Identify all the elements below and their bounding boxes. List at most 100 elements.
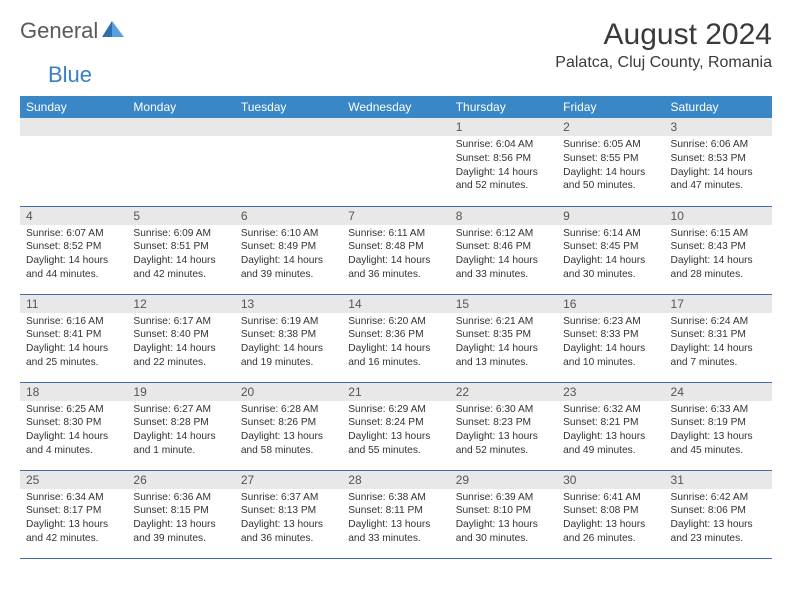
calendar-week-row: 1Sunrise: 6:04 AMSunset: 8:56 PMDaylight… [20,118,772,206]
day-number: 30 [557,471,664,489]
day-details: Sunrise: 6:29 AMSunset: 8:24 PMDaylight:… [342,401,449,462]
calendar-day-cell: 13Sunrise: 6:19 AMSunset: 8:38 PMDayligh… [235,294,342,382]
day-details: Sunrise: 6:09 AMSunset: 8:51 PMDaylight:… [127,225,234,286]
day-details: Sunrise: 6:12 AMSunset: 8:46 PMDaylight:… [450,225,557,286]
day-detail-line: Sunrise: 6:34 AM [26,491,121,505]
calendar-day-cell [127,118,234,206]
day-detail-line: Sunset: 8:46 PM [456,240,551,254]
calendar-day-cell [20,118,127,206]
day-details: Sunrise: 6:16 AMSunset: 8:41 PMDaylight:… [20,313,127,374]
calendar-day-cell: 16Sunrise: 6:23 AMSunset: 8:33 PMDayligh… [557,294,664,382]
calendar-day-cell: 7Sunrise: 6:11 AMSunset: 8:48 PMDaylight… [342,206,449,294]
day-detail-line: Sunset: 8:26 PM [241,416,336,430]
day-detail-line: Sunrise: 6:25 AM [26,403,121,417]
day-details: Sunrise: 6:42 AMSunset: 8:06 PMDaylight:… [665,489,772,550]
day-detail-line: Sunrise: 6:39 AM [456,491,551,505]
day-details: Sunrise: 6:23 AMSunset: 8:33 PMDaylight:… [557,313,664,374]
day-detail-line: Sunrise: 6:09 AM [133,227,228,241]
day-detail-line: Sunset: 8:15 PM [133,504,228,518]
day-detail-line: Sunset: 8:21 PM [563,416,658,430]
day-detail-line: Daylight: 14 hours and 44 minutes. [26,254,121,282]
day-detail-line: Sunset: 8:10 PM [456,504,551,518]
day-detail-line: Sunset: 8:28 PM [133,416,228,430]
calendar-day-cell: 31Sunrise: 6:42 AMSunset: 8:06 PMDayligh… [665,470,772,558]
calendar-week-row: 18Sunrise: 6:25 AMSunset: 8:30 PMDayligh… [20,382,772,470]
calendar-day-cell: 23Sunrise: 6:32 AMSunset: 8:21 PMDayligh… [557,382,664,470]
weekday-header: Saturday [665,96,772,118]
day-number: 11 [20,295,127,313]
day-number: 15 [450,295,557,313]
calendar-page: General August 2024 Palatca, Cluj County… [0,0,792,577]
calendar-table: SundayMondayTuesdayWednesdayThursdayFrid… [20,96,772,559]
day-number: 1 [450,118,557,136]
calendar-day-cell: 5Sunrise: 6:09 AMSunset: 8:51 PMDaylight… [127,206,234,294]
day-detail-line: Sunset: 8:55 PM [563,152,658,166]
day-detail-line: Sunrise: 6:24 AM [671,315,766,329]
day-detail-line: Sunrise: 6:23 AM [563,315,658,329]
day-details: Sunrise: 6:27 AMSunset: 8:28 PMDaylight:… [127,401,234,462]
day-number [20,118,127,136]
brand-part1: General [20,18,98,44]
day-detail-line: Sunset: 8:52 PM [26,240,121,254]
calendar-day-cell: 12Sunrise: 6:17 AMSunset: 8:40 PMDayligh… [127,294,234,382]
calendar-day-cell: 3Sunrise: 6:06 AMSunset: 8:53 PMDaylight… [665,118,772,206]
weekday-header: Wednesday [342,96,449,118]
day-details: Sunrise: 6:24 AMSunset: 8:31 PMDaylight:… [665,313,772,374]
day-detail-line: Daylight: 13 hours and 42 minutes. [26,518,121,546]
day-detail-line: Daylight: 13 hours and 52 minutes. [456,430,551,458]
calendar-day-cell: 8Sunrise: 6:12 AMSunset: 8:46 PMDaylight… [450,206,557,294]
day-detail-line: Daylight: 14 hours and 39 minutes. [241,254,336,282]
calendar-day-cell: 24Sunrise: 6:33 AMSunset: 8:19 PMDayligh… [665,382,772,470]
day-detail-line: Sunrise: 6:12 AM [456,227,551,241]
calendar-day-cell: 22Sunrise: 6:30 AMSunset: 8:23 PMDayligh… [450,382,557,470]
calendar-day-cell: 19Sunrise: 6:27 AMSunset: 8:28 PMDayligh… [127,382,234,470]
day-number: 24 [665,383,772,401]
day-detail-line: Sunrise: 6:10 AM [241,227,336,241]
day-detail-line: Sunrise: 6:16 AM [26,315,121,329]
calendar-day-cell: 2Sunrise: 6:05 AMSunset: 8:55 PMDaylight… [557,118,664,206]
calendar-day-cell: 21Sunrise: 6:29 AMSunset: 8:24 PMDayligh… [342,382,449,470]
day-detail-line: Sunset: 8:30 PM [26,416,121,430]
weekday-header-row: SundayMondayTuesdayWednesdayThursdayFrid… [20,96,772,118]
day-detail-line: Sunrise: 6:20 AM [348,315,443,329]
calendar-day-cell: 30Sunrise: 6:41 AMSunset: 8:08 PMDayligh… [557,470,664,558]
day-detail-line: Sunset: 8:49 PM [241,240,336,254]
calendar-day-cell: 20Sunrise: 6:28 AMSunset: 8:26 PMDayligh… [235,382,342,470]
day-number: 9 [557,207,664,225]
day-detail-line: Sunrise: 6:15 AM [671,227,766,241]
day-detail-line: Daylight: 14 hours and 52 minutes. [456,166,551,194]
day-detail-line: Daylight: 14 hours and 42 minutes. [133,254,228,282]
calendar-day-cell: 6Sunrise: 6:10 AMSunset: 8:49 PMDaylight… [235,206,342,294]
day-details: Sunrise: 6:14 AMSunset: 8:45 PMDaylight:… [557,225,664,286]
calendar-day-cell: 9Sunrise: 6:14 AMSunset: 8:45 PMDaylight… [557,206,664,294]
day-detail-line: Sunset: 8:48 PM [348,240,443,254]
day-detail-line: Daylight: 13 hours and 33 minutes. [348,518,443,546]
day-number: 20 [235,383,342,401]
calendar-day-cell: 28Sunrise: 6:38 AMSunset: 8:11 PMDayligh… [342,470,449,558]
day-details: Sunrise: 6:21 AMSunset: 8:35 PMDaylight:… [450,313,557,374]
calendar-day-cell: 17Sunrise: 6:24 AMSunset: 8:31 PMDayligh… [665,294,772,382]
day-detail-line: Sunset: 8:41 PM [26,328,121,342]
day-detail-line: Daylight: 14 hours and 4 minutes. [26,430,121,458]
day-detail-line: Sunrise: 6:37 AM [241,491,336,505]
day-number [235,118,342,136]
day-detail-line: Sunset: 8:31 PM [671,328,766,342]
day-details: Sunrise: 6:39 AMSunset: 8:10 PMDaylight:… [450,489,557,550]
day-details: Sunrise: 6:17 AMSunset: 8:40 PMDaylight:… [127,313,234,374]
day-detail-line: Sunset: 8:06 PM [671,504,766,518]
calendar-week-row: 11Sunrise: 6:16 AMSunset: 8:41 PMDayligh… [20,294,772,382]
day-number: 28 [342,471,449,489]
day-detail-line: Daylight: 14 hours and 36 minutes. [348,254,443,282]
day-detail-line: Daylight: 13 hours and 26 minutes. [563,518,658,546]
day-details: Sunrise: 6:37 AMSunset: 8:13 PMDaylight:… [235,489,342,550]
day-details: Sunrise: 6:15 AMSunset: 8:43 PMDaylight:… [665,225,772,286]
day-number: 14 [342,295,449,313]
day-detail-line: Sunrise: 6:05 AM [563,138,658,152]
day-detail-line: Sunrise: 6:17 AM [133,315,228,329]
day-detail-line: Daylight: 13 hours and 49 minutes. [563,430,658,458]
month-title: August 2024 [555,18,772,52]
day-detail-line: Daylight: 13 hours and 39 minutes. [133,518,228,546]
day-number: 13 [235,295,342,313]
day-detail-line: Daylight: 14 hours and 33 minutes. [456,254,551,282]
day-detail-line: Sunrise: 6:32 AM [563,403,658,417]
